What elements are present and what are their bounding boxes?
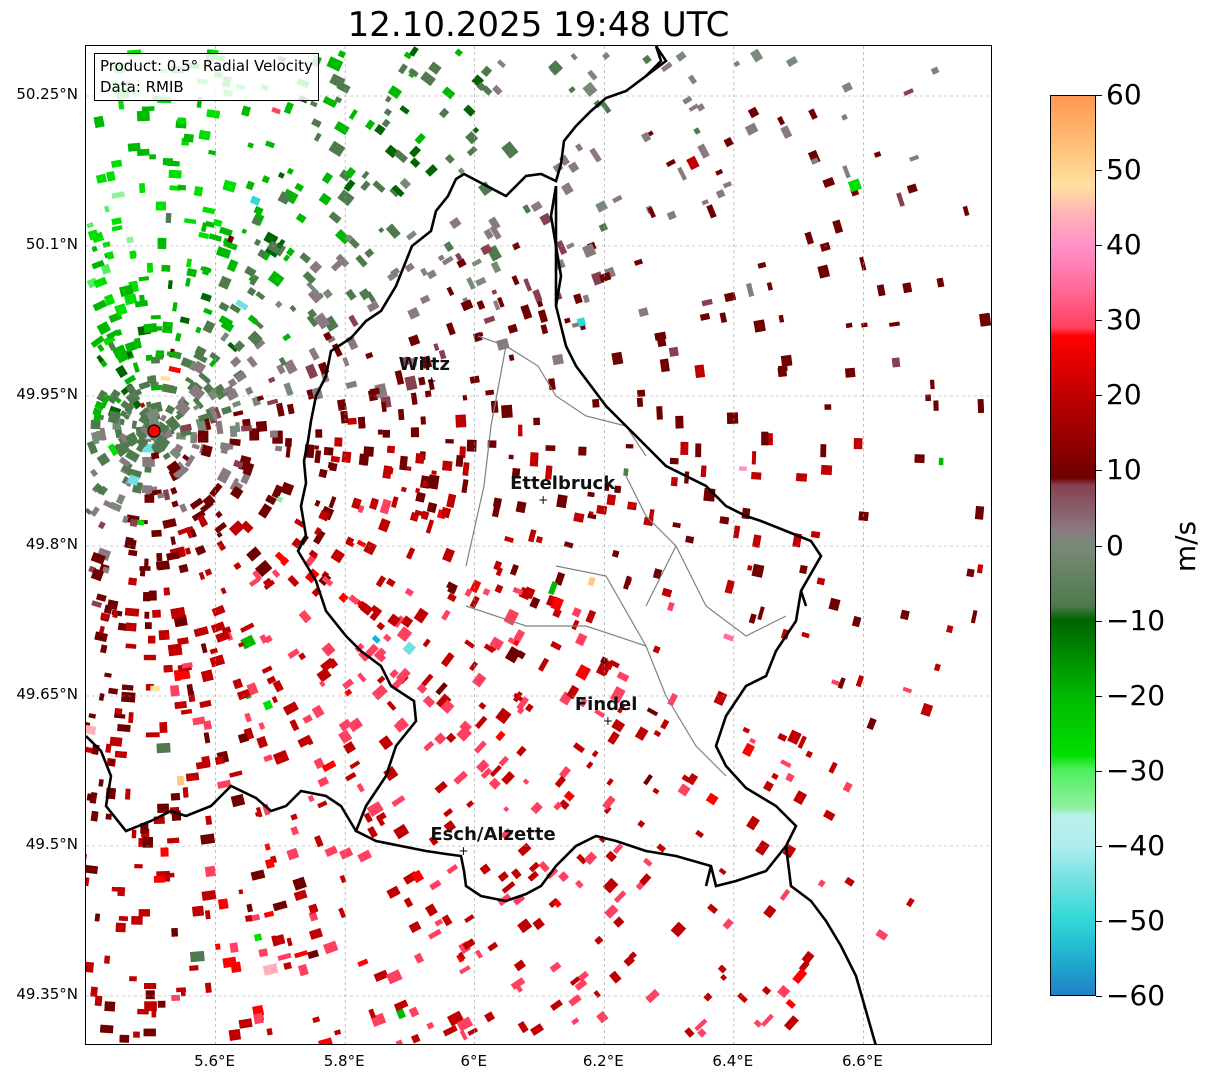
colorbar-tick-label: 40 [1106,228,1142,262]
city-label: Findel [574,694,638,715]
luxembourg-border [296,46,823,903]
lat-tick-label: 49.95°N [16,385,78,403]
lat-tick-label: 49.65°N [16,685,78,703]
colorbar-tick-label: −40 [1106,828,1166,862]
lon-tick-label: 6.4°E [712,1052,754,1070]
radar-map-area[interactable]: + + + + Product: 0.5° Radial Velocity Data:… [85,45,992,1045]
colorbar-tick-mark [1096,695,1102,697]
radar-site-marker [147,424,161,438]
city-marker: + [458,844,468,858]
lat-lon-grid [86,46,991,1044]
colorbar-tick-label: 50 [1106,153,1142,187]
colorbar-tick-mark [1096,395,1102,397]
lat-tick-label: 50.25°N [16,85,78,103]
velocity-colorbar [1050,95,1096,996]
city-marker: + [603,714,613,728]
colorbar-unit-label: m/s [1169,520,1203,573]
colorbar-tick-label: 30 [1106,303,1142,337]
colorbar-tick-label: −10 [1106,603,1166,637]
map-title: 12.10.2025 19:48 UTC [347,5,730,45]
colorbar-tick-label: 60 [1106,78,1142,111]
colorbar-tick-label: −50 [1106,903,1166,937]
city-markers: + + + + [427,374,613,858]
colorbar-tick-label: 20 [1106,378,1142,412]
colorbar-tick-mark [1096,470,1102,472]
city-label: Ettelbruck [510,473,616,494]
colorbar-tick-mark [1096,545,1102,547]
colorbar-tick-label: −60 [1106,979,1166,1012]
colorbar-tick-mark [1096,245,1102,247]
city-marker: + [538,493,548,507]
lat-tick-label: 49.8°N [25,535,78,553]
data-source-label: Data: RMIB [100,78,184,96]
lat-tick-label: 50.1°N [25,235,78,253]
lon-tick-label: 6.6°E [842,1052,883,1070]
colorbar-tick-mark [1096,770,1102,772]
city-label: Esch/Alzette [430,824,556,845]
canton-borders [465,335,787,777]
colorbar-tick-mark [1096,95,1102,96]
lon-tick-label: 6.2°E [582,1052,624,1070]
product-info-box: Product: 0.5° Radial Velocity Data: RMIB [94,53,319,101]
colorbar-tick-label: −20 [1106,678,1166,712]
lon-tick-label: 5.8°E [323,1052,365,1070]
product-label: Product: 0.5° Radial Velocity [100,57,313,75]
city-marker: + [427,374,437,388]
colorbar-tick-mark [1096,845,1102,847]
lon-tick-label: 5.6°E [194,1052,235,1070]
city-label: Wiltz [398,354,450,375]
germany-border [554,46,877,1044]
colorbar-tick-mark [1096,620,1102,622]
colorbar-tick-label: −30 [1106,753,1166,787]
lat-tick-label: 49.5°N [25,835,78,853]
colorbar-tick-mark [1096,920,1102,922]
lon-tick-label: 6°E [460,1052,487,1070]
colorbar-tick-label: 10 [1106,453,1142,487]
colorbar-tick-label: 0 [1106,528,1124,562]
colorbar-tick-mark [1096,996,1102,997]
france-belgium-border [86,735,358,833]
colorbar-tick-mark [1096,170,1102,172]
velocity-echoes [86,46,991,1044]
colorbar-tick-mark [1096,320,1102,322]
radar-map-svg: + + + + [86,46,991,1044]
lat-tick-label: 49.35°N [16,985,78,1003]
